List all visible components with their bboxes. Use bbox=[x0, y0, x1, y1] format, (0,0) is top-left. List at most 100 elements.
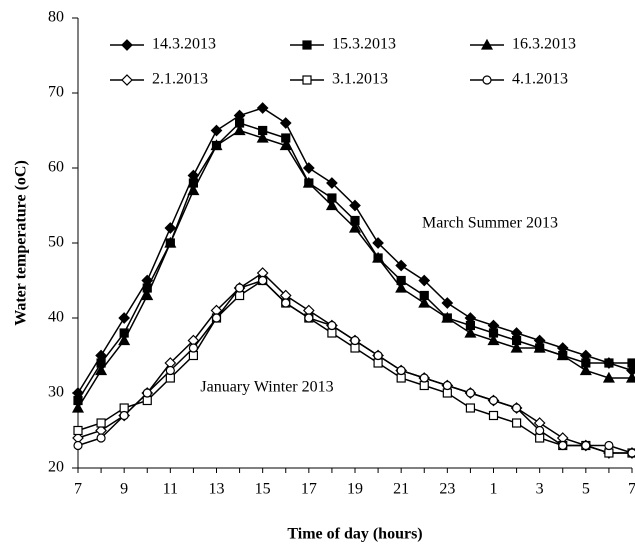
data-point bbox=[350, 343, 360, 353]
data-point bbox=[511, 418, 522, 428]
data-point bbox=[327, 328, 337, 338]
data-point bbox=[604, 358, 614, 368]
data-point bbox=[326, 177, 338, 189]
data-point bbox=[165, 365, 175, 376]
data-point bbox=[602, 371, 615, 383]
data-point bbox=[535, 433, 545, 443]
data-point bbox=[373, 358, 383, 368]
data-point bbox=[581, 440, 591, 451]
data-point bbox=[441, 311, 454, 323]
x-tick-label: 17 bbox=[301, 481, 317, 498]
data-point bbox=[511, 403, 522, 413]
data-point bbox=[396, 365, 406, 376]
y-tick-label: 30 bbox=[48, 384, 64, 401]
y-tick-label: 50 bbox=[48, 234, 64, 251]
data-point bbox=[465, 403, 476, 413]
x-tick-label: 21 bbox=[393, 481, 409, 498]
legend-label: 16.3.2013 bbox=[512, 36, 576, 53]
data-point bbox=[535, 425, 545, 436]
data-point bbox=[95, 364, 108, 376]
data-point bbox=[141, 289, 154, 301]
y-tick-label: 80 bbox=[48, 9, 64, 26]
data-point bbox=[533, 341, 546, 353]
data-point bbox=[187, 184, 200, 196]
x-tick-label: 11 bbox=[163, 481, 178, 498]
data-point bbox=[233, 124, 246, 136]
data-point bbox=[118, 312, 131, 324]
legend-label: 14.3.2013 bbox=[152, 36, 216, 53]
data-point bbox=[258, 275, 268, 286]
data-point bbox=[510, 341, 523, 353]
data-point bbox=[419, 373, 429, 383]
data-point bbox=[579, 364, 592, 376]
legend-marker bbox=[482, 75, 492, 85]
data-point bbox=[441, 297, 454, 309]
data-point bbox=[71, 401, 85, 413]
legend-marker bbox=[302, 40, 312, 50]
y-tick-label: 60 bbox=[48, 159, 64, 176]
legend-label: 4.1.2013 bbox=[512, 71, 568, 88]
data-point bbox=[164, 222, 177, 234]
annotation: March Summer 2013 bbox=[422, 215, 558, 232]
data-point bbox=[96, 418, 106, 428]
legend-marker bbox=[302, 75, 312, 85]
y-tick-label: 20 bbox=[48, 459, 64, 476]
data-point bbox=[464, 326, 477, 338]
annotation: January Winter 2013 bbox=[200, 379, 333, 396]
data-point bbox=[418, 274, 431, 287]
y-tick-label: 70 bbox=[48, 84, 64, 101]
x-tick-label: 23 bbox=[439, 481, 455, 498]
y-tick-label: 40 bbox=[48, 309, 64, 326]
data-point bbox=[73, 440, 83, 451]
data-point bbox=[73, 425, 83, 436]
data-point bbox=[373, 350, 383, 361]
data-point bbox=[418, 296, 431, 308]
data-point bbox=[465, 388, 476, 398]
data-point bbox=[604, 448, 614, 458]
data-point bbox=[325, 199, 338, 211]
data-point bbox=[349, 199, 361, 212]
data-point bbox=[627, 358, 635, 368]
y-axis-title: Water temperature (oC) bbox=[13, 160, 30, 326]
legend-label: 15.3.2013 bbox=[332, 36, 396, 53]
data-point bbox=[396, 373, 406, 383]
data-point bbox=[211, 313, 222, 323]
data-point bbox=[302, 162, 315, 174]
legend-label: 2.1.2013 bbox=[152, 71, 208, 88]
data-point bbox=[188, 343, 199, 353]
data-point bbox=[142, 388, 152, 398]
data-point bbox=[488, 395, 499, 406]
x-tick-label: 15 bbox=[255, 481, 271, 498]
data-point bbox=[488, 410, 499, 421]
legend-marker bbox=[480, 38, 494, 50]
data-point bbox=[119, 410, 129, 421]
data-point bbox=[556, 349, 569, 361]
data-point bbox=[119, 403, 129, 413]
legend-label: 3.1.2013 bbox=[332, 71, 388, 88]
data-point bbox=[442, 380, 452, 391]
data-point bbox=[395, 259, 408, 272]
data-point bbox=[188, 350, 199, 361]
data-point bbox=[234, 283, 245, 293]
data-point bbox=[395, 281, 408, 293]
data-point bbox=[210, 139, 223, 151]
data-point bbox=[419, 380, 429, 391]
data-point bbox=[627, 448, 635, 458]
x-axis-title: Time of day (hours) bbox=[287, 526, 422, 543]
x-tick-label: 7 bbox=[628, 481, 635, 498]
x-tick-label: 3 bbox=[536, 481, 544, 498]
data-point bbox=[118, 334, 131, 346]
data-point bbox=[281, 298, 291, 308]
x-tick-label: 5 bbox=[582, 481, 590, 498]
data-point bbox=[372, 251, 385, 263]
data-point bbox=[558, 440, 568, 451]
x-tick-label: 13 bbox=[209, 481, 225, 498]
data-point bbox=[302, 176, 315, 188]
data-point bbox=[350, 335, 360, 346]
data-point bbox=[210, 124, 223, 137]
data-point bbox=[256, 131, 269, 143]
legend-marker bbox=[121, 74, 133, 86]
x-tick-label: 9 bbox=[120, 481, 128, 498]
